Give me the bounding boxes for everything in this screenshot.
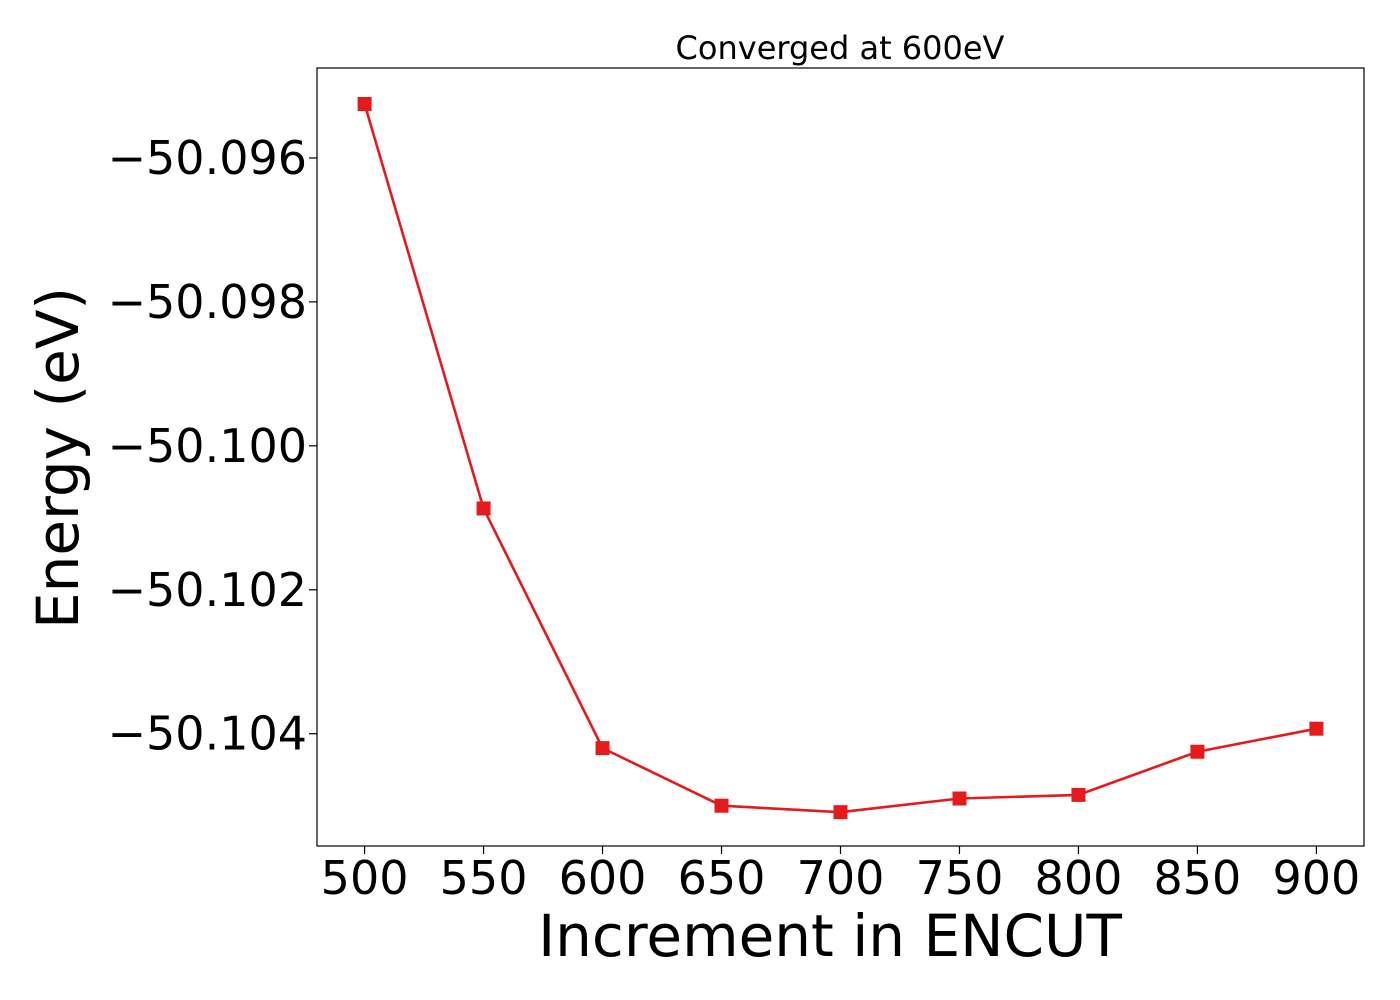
data-point-marker [952,791,967,806]
data-point-marker [1071,787,1086,802]
x-tick-label: 500 [321,851,409,905]
y-tick-label: −50.100 [108,419,308,473]
y-tick-label: −50.104 [108,707,308,761]
y-axis-title: Energy (eV) [24,287,92,629]
data-point-marker [357,96,372,111]
data-point-marker [476,501,491,516]
x-tick-label: 800 [1035,851,1123,905]
y-tick-label: −50.098 [108,275,308,329]
x-tick-label: 700 [797,851,885,905]
x-axis: 500 550 600 650 700 750 800 850 900 [321,846,1361,905]
x-tick-label: 600 [559,851,647,905]
x-tick-label: 550 [440,851,528,905]
data-point-marker [1309,721,1324,736]
y-tick-label: −50.102 [108,563,308,617]
plot-area [357,96,1324,820]
x-tick-label: 900 [1273,851,1361,905]
y-tick-label: −50.096 [108,131,308,185]
x-tick-label: 650 [678,851,766,905]
data-point-marker [1190,744,1205,759]
chart-title: Converged at 600eV [676,29,1005,67]
data-point-marker [714,798,729,813]
y-axis: −50.096 −50.098 −50.100 −50.102 −50.104 [108,131,317,761]
x-axis-title: Increment in ENCUT [538,902,1122,970]
x-tick-label: 850 [1154,851,1242,905]
data-point-marker [595,741,610,756]
x-tick-label: 750 [916,851,1004,905]
data-point-marker [833,805,848,820]
